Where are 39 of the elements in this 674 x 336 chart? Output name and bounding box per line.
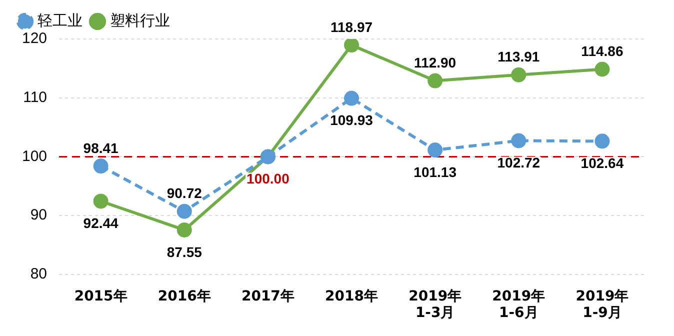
data-label: 101.13 — [414, 164, 457, 180]
point — [344, 90, 360, 106]
point — [428, 73, 443, 88]
data-label: 90.72 — [166, 185, 202, 202]
point — [176, 222, 192, 238]
data-label: 113.91 — [498, 48, 540, 65]
y-tick-label: 100 — [22, 148, 48, 165]
data-label: 98.41 — [83, 140, 119, 156]
y-tick-label: 80 — [30, 266, 48, 283]
x-tick-label: 2017年 — [241, 288, 294, 304]
x-tick-label: 2018年 — [325, 288, 378, 304]
point — [594, 134, 610, 149]
point — [93, 158, 108, 174]
x-tick-label: 2019年 1-3月 — [408, 288, 462, 322]
data-label: 87.55 — [166, 244, 202, 260]
data-label: 102.72 — [497, 154, 540, 171]
legend-label: 轻工业 — [38, 11, 82, 30]
point — [344, 39, 360, 53]
y-tick-label: 110 — [23, 88, 48, 106]
data-label: 109.93 — [330, 112, 374, 128]
data-label: 100.00 — [246, 170, 290, 187]
point — [511, 67, 526, 82]
data-label: 112.90 — [414, 54, 456, 71]
data-label: 102.64 — [580, 155, 624, 172]
y-tick-label: 90 — [30, 206, 48, 224]
legend-label: 塑料行业 — [110, 11, 170, 30]
point — [176, 204, 192, 219]
point — [93, 194, 108, 209]
x-tick-label: 2019年 1-9月 — [576, 288, 629, 322]
data-label: 118.97 — [330, 18, 373, 35]
point — [428, 142, 443, 158]
x-tick-label: 2016年 — [158, 288, 211, 304]
data-label: 92.44 — [83, 215, 119, 232]
point — [511, 133, 526, 148]
x-tick-label: 2015年 — [74, 288, 128, 304]
x-tick-label: 2019年 1-6月 — [492, 288, 546, 322]
data-label: 114.86 — [581, 43, 624, 60]
y-tick-label: 120 — [22, 30, 48, 48]
point — [594, 62, 610, 77]
